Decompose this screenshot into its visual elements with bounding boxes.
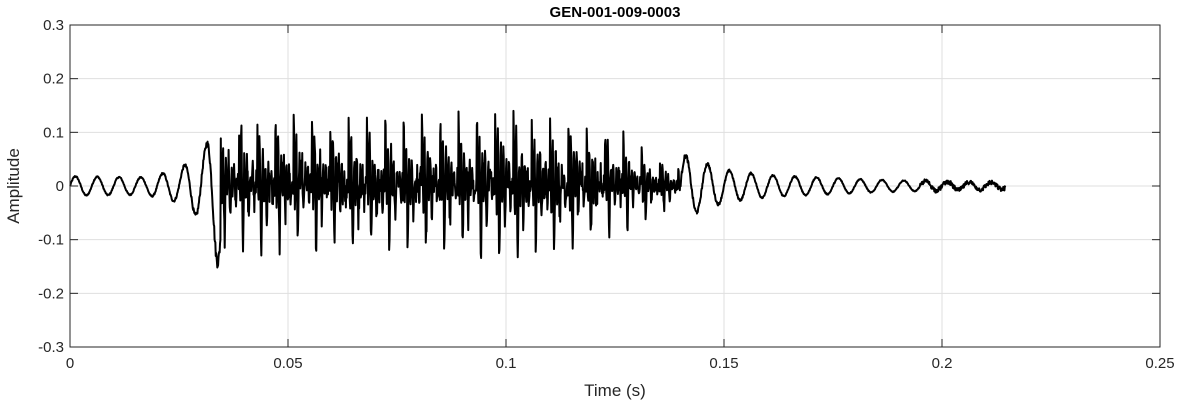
y-tick-label: -0.2 — [38, 285, 64, 302]
x-tick-label: 0.1 — [496, 355, 517, 372]
signal-line — [69, 109, 1007, 269]
y-tick-label: 0.1 — [43, 124, 64, 141]
y-tick-label: -0.1 — [38, 232, 64, 249]
chart-title: GEN-001-009-0003 — [550, 4, 681, 21]
x-tick-label: 0.15 — [709, 355, 738, 372]
x-tick-label: 0.05 — [273, 355, 302, 372]
y-tick-label: 0 — [56, 178, 64, 195]
y-tick-label: 0.3 — [43, 17, 64, 34]
x-tick-label: 0.2 — [932, 355, 953, 372]
x-tick-label: 0 — [66, 355, 74, 372]
y-axis-label: Amplitude — [4, 148, 23, 224]
x-axis-label: Time (s) — [584, 381, 646, 400]
axis-ticks: 0 0.05 0.1 0.15 0.2 0.25 -0.3 -0.2 -0.1 0 0.1 0.2 0.… — [38, 17, 1174, 372]
y-tick-label: -0.3 — [38, 339, 64, 356]
x-tick-label: 0.25 — [1145, 355, 1174, 372]
y-tick-label: 0.2 — [43, 71, 64, 88]
